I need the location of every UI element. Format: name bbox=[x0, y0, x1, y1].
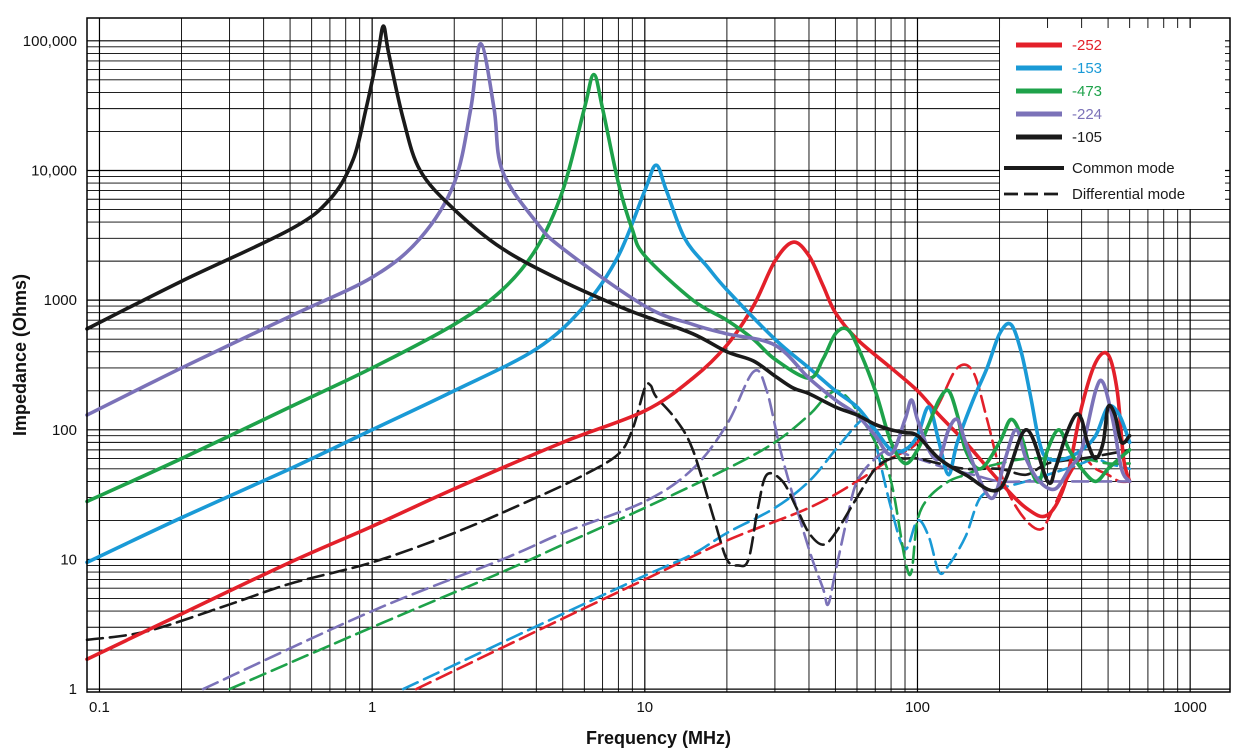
legend-entry-part: -105 bbox=[1072, 129, 1102, 146]
y-tick-label: 10,000 bbox=[31, 162, 77, 179]
legend-entry-mode: Common mode bbox=[1072, 160, 1175, 177]
y-tick-label: 100 bbox=[52, 422, 77, 439]
series-line-common-224 bbox=[85, 41, 1132, 501]
series-line-common-105 bbox=[85, 24, 1132, 493]
legend-entry-part: -473 bbox=[1072, 83, 1102, 100]
legend: -252 -153 -473 -224 -105 Common mode Different… bbox=[1000, 28, 1225, 209]
y-axis-title: Impedance (Ohms) bbox=[10, 274, 30, 436]
y-tick-label: 1000 bbox=[44, 292, 77, 309]
x-tick-label: 10 bbox=[636, 699, 653, 716]
plot-frame bbox=[86, 17, 1231, 693]
x-tick-label: 0.1 bbox=[89, 699, 110, 716]
series-line-common-252 bbox=[85, 240, 1132, 662]
x-tick-label: 1 bbox=[368, 699, 376, 716]
legend-entry-part: -153 bbox=[1072, 60, 1102, 77]
legend-entry-mode: Differential mode bbox=[1072, 186, 1185, 203]
series-line-differential-473 bbox=[228, 389, 1131, 691]
series-line-common-473 bbox=[85, 72, 1132, 504]
x-axis-title: Frequency (MHz) bbox=[586, 728, 731, 748]
y-tick-label: 10 bbox=[60, 551, 77, 568]
series-line-differential-224 bbox=[201, 369, 1131, 691]
x-tick-label: 1000 bbox=[1173, 699, 1206, 716]
legend-box bbox=[1000, 28, 1225, 209]
y-tick-label: 100,000 bbox=[23, 33, 77, 50]
series-line-common-153 bbox=[85, 163, 1132, 565]
minor-grid bbox=[86, 18, 1230, 692]
x-tick-label: 100 bbox=[905, 699, 930, 716]
series-layer bbox=[85, 24, 1132, 691]
legend-entry-part: -224 bbox=[1072, 106, 1102, 123]
x-tick-labels: 0.1 1 10 100 1000 bbox=[89, 699, 1207, 716]
legend-entry-part: -252 bbox=[1072, 37, 1102, 54]
series-line-differential-153 bbox=[401, 417, 1131, 691]
y-tick-label: 1 bbox=[69, 681, 77, 698]
y-tick-labels: 1 10 100 1000 10,000 100,000 bbox=[23, 33, 77, 698]
